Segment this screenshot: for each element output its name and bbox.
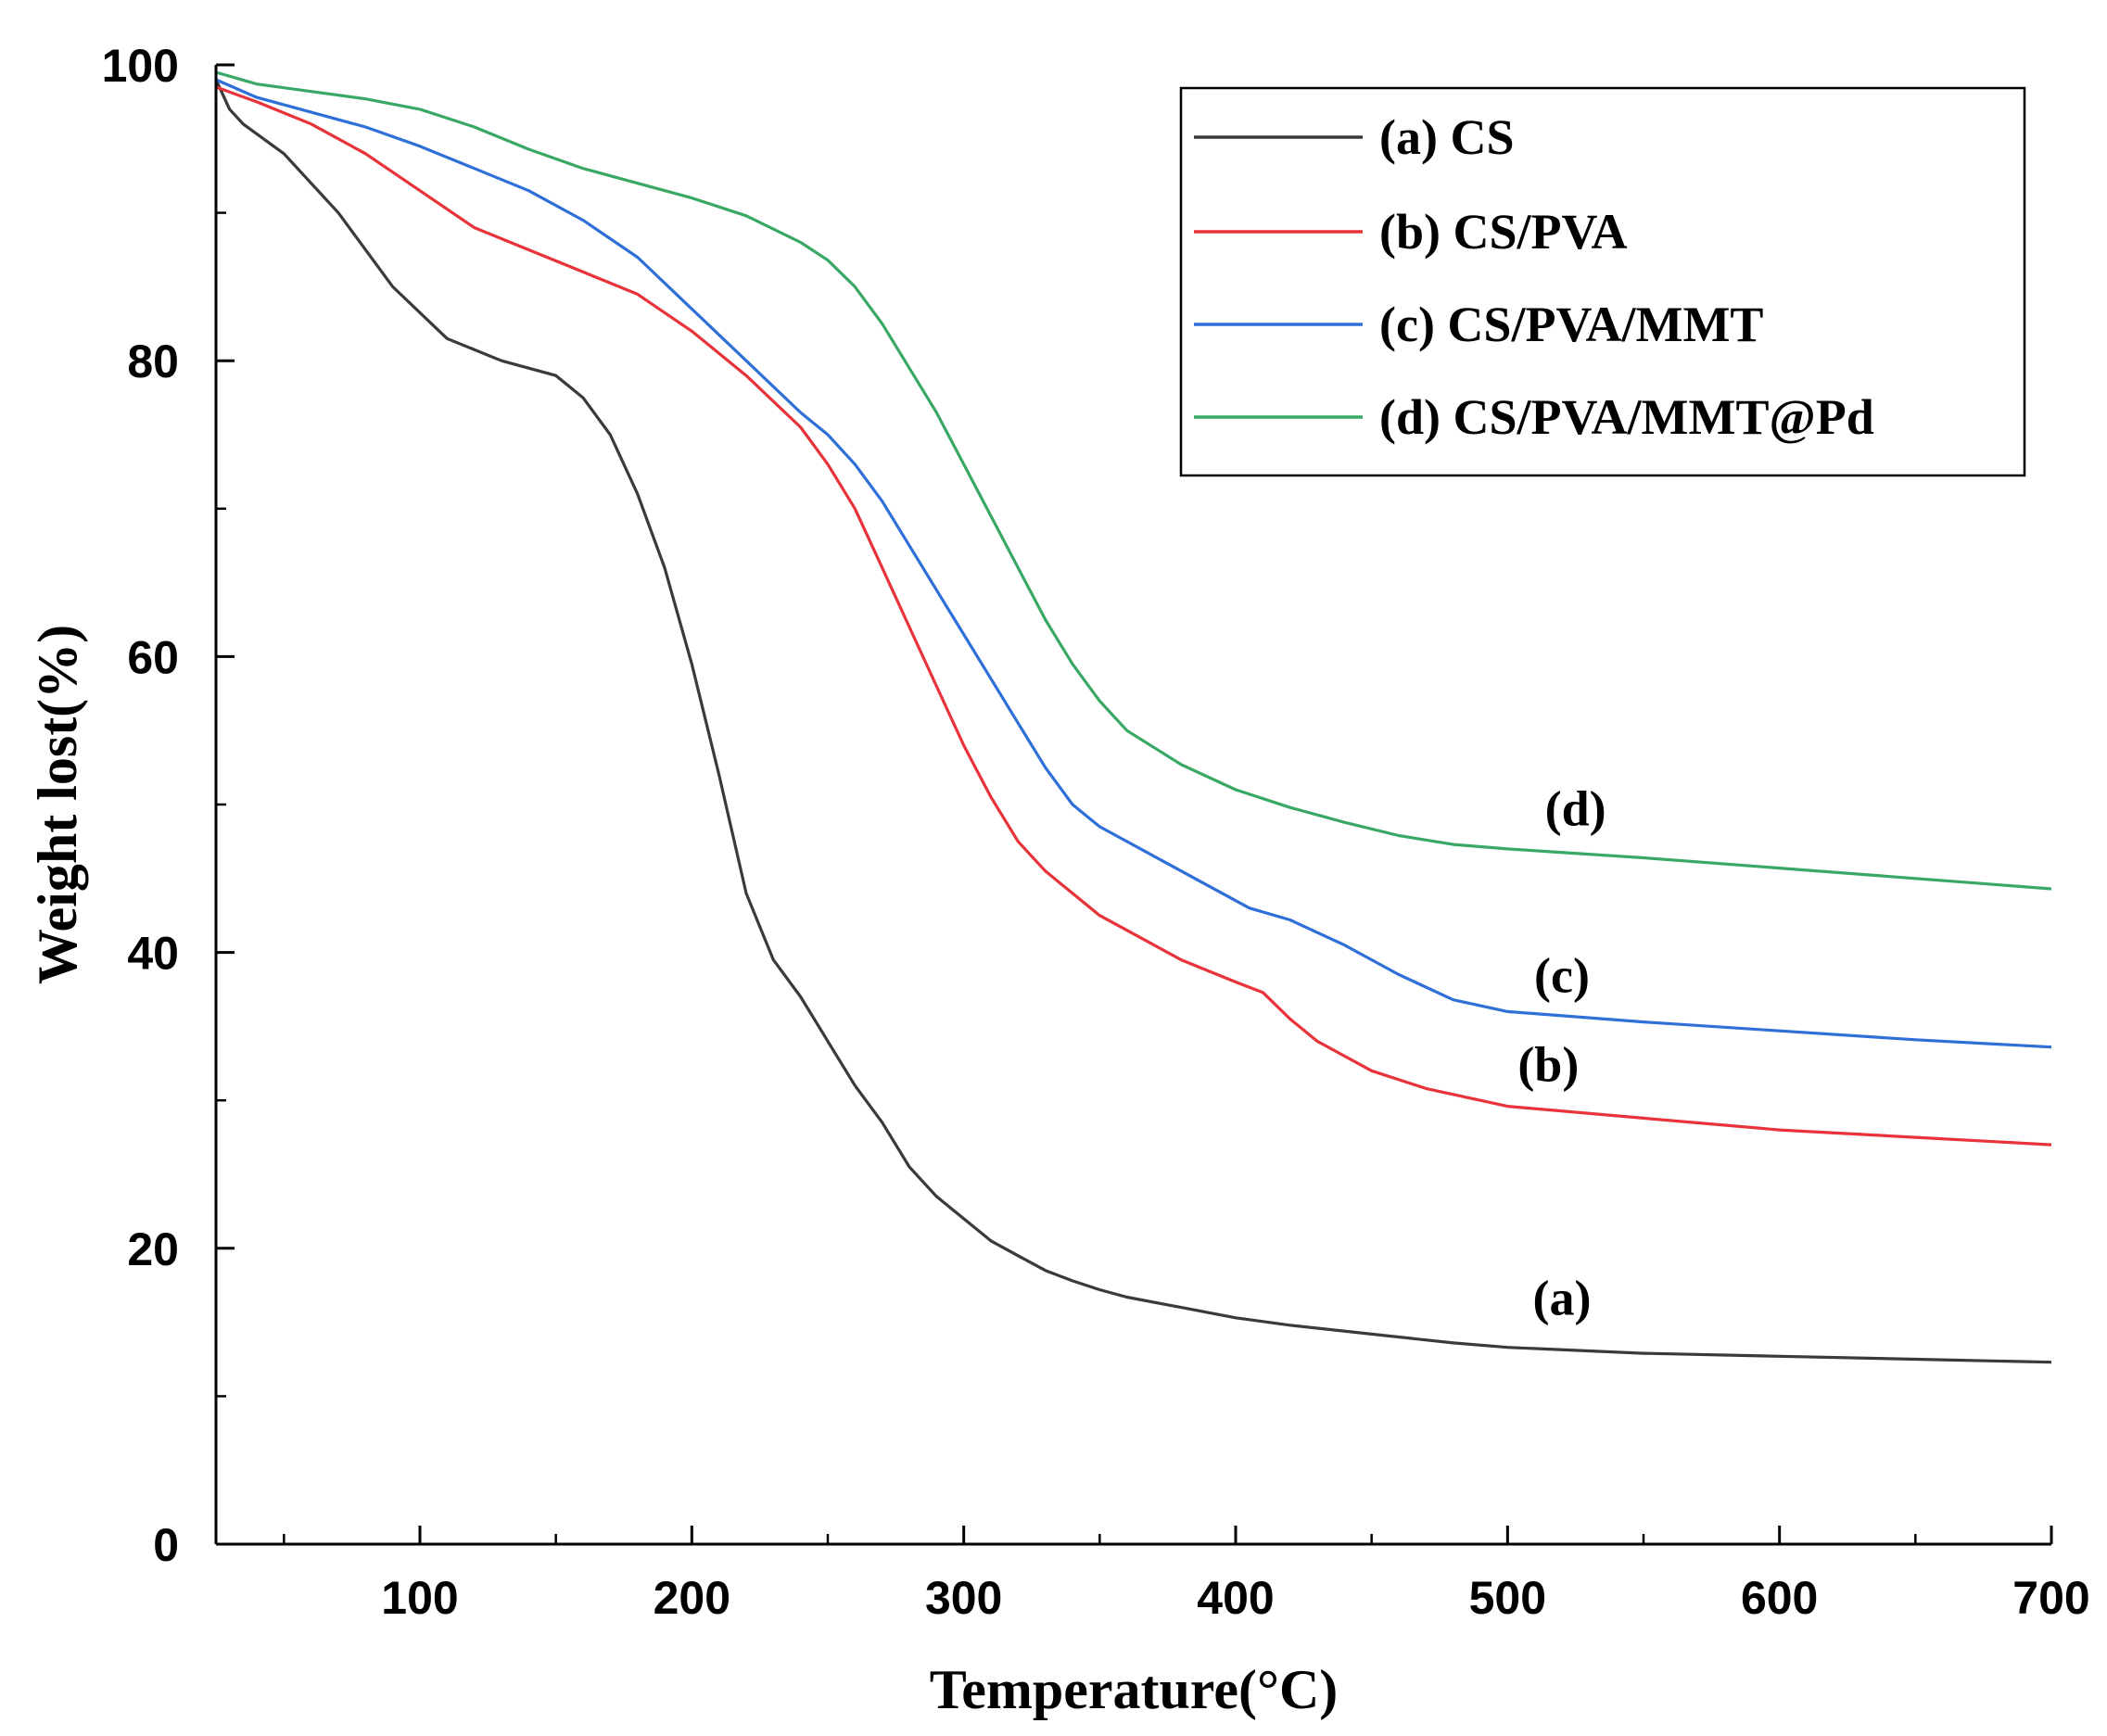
series-annotation-d: (d) (1545, 780, 1606, 836)
y-axis-title: Weight lost(%) (27, 625, 88, 984)
x-tick-label: 300 (925, 1572, 1002, 1624)
x-tick-label: 600 (1741, 1572, 1818, 1624)
y-tick-label: 100 (102, 40, 179, 92)
ticks: 100 200 300 400 500 600 700 0 20 40 60 80 100 (102, 40, 2090, 1624)
y-tick-label: 60 (127, 631, 179, 683)
legend-label-a: (a) CS (1379, 109, 1515, 165)
legend-box (1179, 86, 2026, 477)
x-tick-label: 100 (381, 1572, 458, 1624)
x-tick-label: 400 (1197, 1572, 1274, 1624)
x-axis-title: Temperature(°C) (930, 1659, 1339, 1720)
series-annotation-b: (b) (1517, 1036, 1579, 1092)
y-tick-label: 20 (127, 1223, 179, 1275)
legend-label-c: (c) CS/PVA/MMT (1379, 297, 1763, 352)
series-line-d (215, 70, 2052, 891)
x-tick-label: 200 (654, 1572, 730, 1624)
series-annotation-a: (a) (1533, 1271, 1592, 1326)
y-tick-label: 40 (127, 928, 179, 980)
y-tick-label: 80 (127, 336, 179, 387)
annotations: (a) (b) (c) (d) (1517, 780, 1606, 1325)
y-tick-label: 0 (153, 1519, 179, 1571)
legend: (a) CS (b) CS/PVA (c) CS/PVA/MMT (d) CS/PVA… (1179, 86, 2026, 477)
series-line-c (215, 78, 2052, 1049)
series-annotation-c: (c) (1534, 948, 1590, 1004)
legend-label-b: (b) CS/PVA (1379, 204, 1628, 260)
x-tick-label: 500 (1469, 1572, 1546, 1624)
legend-label-d: (d) CS/PVA/MMT@Pd (1379, 389, 1874, 445)
series-line-b (215, 85, 2052, 1147)
x-tick-label: 700 (2012, 1572, 2089, 1624)
plot-lines (214, 70, 2052, 1364)
series-line-a (214, 79, 2052, 1364)
